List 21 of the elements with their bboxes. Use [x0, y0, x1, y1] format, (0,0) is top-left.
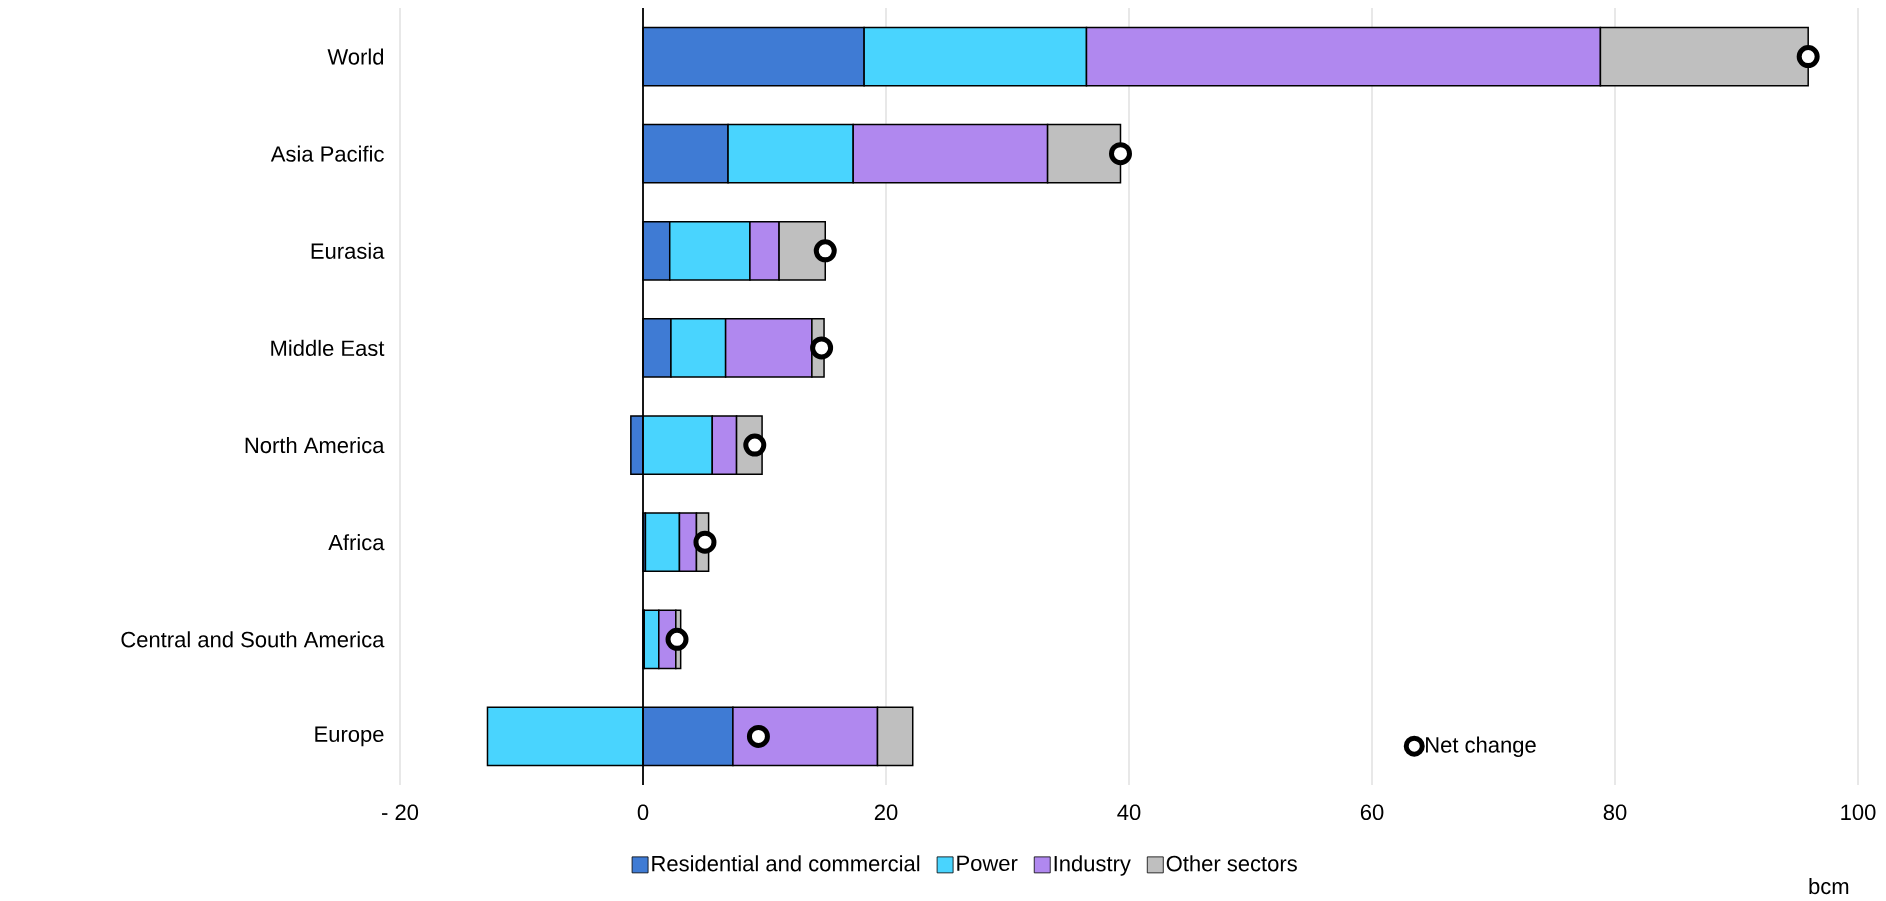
x-tick-label: 60	[1360, 804, 1384, 820]
y-tick-label: Middle East	[271, 339, 385, 356]
legend-label: Residential and commercial	[652, 855, 920, 872]
y-tick-label: Europe	[315, 726, 384, 747]
y-tick-label: North America	[245, 436, 385, 453]
legend-label: Net change	[1426, 736, 1536, 757]
legend-label: Industry	[1054, 855, 1131, 876]
x-tick-label: - 20	[382, 804, 419, 820]
x-tick-label: 40	[1117, 804, 1141, 820]
y-tick-label: Eurasia	[311, 242, 385, 259]
y-tick-label: Central and South America	[121, 631, 385, 648]
legend-label: Power	[957, 855, 1018, 871]
legend-label: Other sectors	[1166, 855, 1297, 872]
x-tick-label: 0	[637, 804, 649, 820]
x-axis-title: bcm	[1809, 877, 1849, 894]
x-tick-label: 100	[1841, 804, 1876, 820]
y-tick-label: Asia Pacific	[270, 145, 384, 162]
x-tick-label: 80	[1603, 804, 1627, 820]
y-tick-label: Africa	[328, 533, 385, 551]
x-tick-label: 20	[874, 804, 898, 820]
y-tick-label: World	[327, 48, 384, 65]
